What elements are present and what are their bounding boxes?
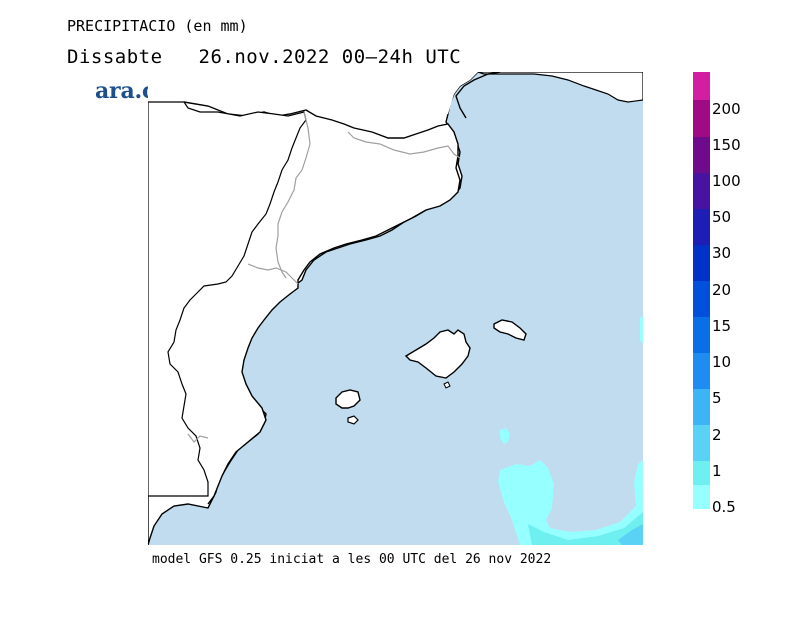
precip-area-light (498, 460, 643, 545)
legend-label-2: 2 (712, 426, 722, 444)
precip-area-heavy (618, 524, 643, 545)
legend-label-30: 30 (712, 244, 732, 262)
date-line: Dissabte 26.nov.2022 00—24h UTC (67, 46, 461, 68)
legend-label-100: 100 (712, 172, 741, 190)
region-border-valencia-south (187, 433, 209, 443)
legend-label-200: 200 (712, 100, 741, 118)
legend-box-top (693, 72, 710, 100)
model-footer: model GFS 0.25 iniciat a les 00 UTC del … (152, 552, 552, 567)
legend-box-50 (693, 209, 710, 245)
island-formentera (347, 415, 359, 425)
legend-box-150 (693, 137, 710, 173)
legend-box-10 (693, 353, 710, 389)
legend-box-5 (693, 389, 710, 425)
precipitation-map (148, 72, 643, 545)
map-title: PRECIPITACIO (en mm) (67, 17, 248, 35)
coastline-north (455, 72, 501, 119)
legend-box-2 (693, 425, 710, 461)
legend-label-0-5: 0.5 (712, 498, 736, 516)
legend-box-200 (693, 100, 710, 137)
day-label: Dissabte (67, 46, 163, 68)
legend-box-30 (693, 245, 710, 281)
island-menorca (493, 319, 527, 341)
region-border-catalonia-west (275, 111, 311, 279)
national-border-pyrenees (347, 131, 461, 159)
precip-area-east-edge (640, 316, 643, 344)
date-range-label: 26.nov.2022 00—24h UTC (198, 46, 462, 68)
precipitation-legend (693, 72, 710, 509)
island-mallorca (404, 329, 471, 379)
legend-box-100 (693, 173, 710, 209)
legend-box-20 (693, 281, 710, 317)
legend-label-50: 50 (712, 208, 732, 226)
legend-label-15: 15 (712, 317, 732, 335)
region-border-aragon-valencia (247, 263, 299, 285)
legend-label-150: 150 (712, 136, 741, 154)
legend-box-05 (693, 485, 710, 509)
northern-land-cover (148, 72, 478, 114)
legend-box-1 (693, 461, 710, 485)
precip-area-small (500, 428, 510, 444)
legend-label-1: 1 (712, 462, 722, 480)
legend-label-5: 5 (712, 389, 722, 407)
precip-area-mid (528, 512, 643, 545)
legend-label-20: 20 (712, 281, 732, 299)
islet-cabrera (443, 381, 451, 389)
island-ibiza (335, 389, 361, 409)
legend-label-10: 10 (712, 353, 732, 371)
legend-box-15 (693, 317, 710, 353)
